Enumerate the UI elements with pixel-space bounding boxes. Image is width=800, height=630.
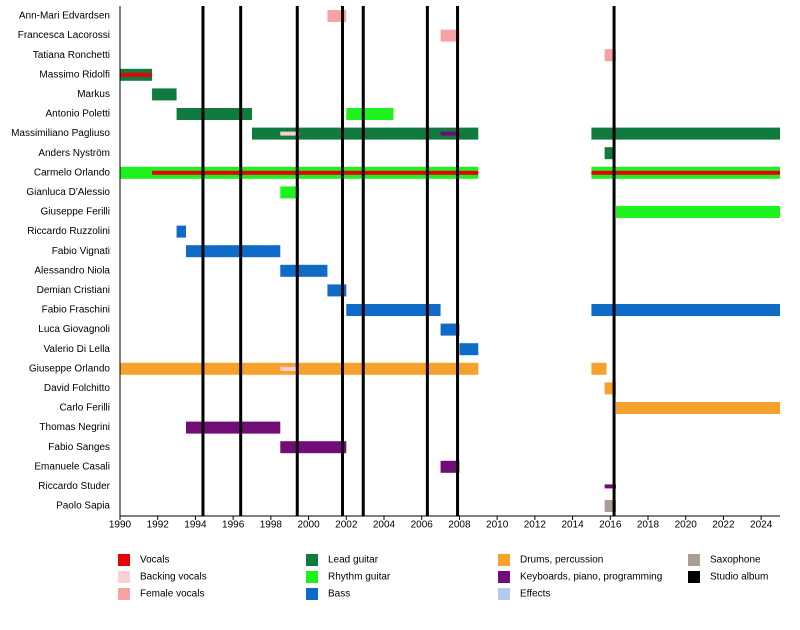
x-tick-label: 2006	[411, 520, 434, 531]
x-tick-label: 1996	[222, 520, 245, 531]
member-label: Carlo Ferilli	[59, 403, 110, 414]
period-bar	[440, 29, 460, 42]
x-tick-label: 1992	[147, 520, 170, 531]
period-bar	[615, 402, 780, 414]
legend-swatch	[688, 554, 700, 566]
member-label: Massimo Ridolfi	[39, 69, 110, 80]
x-tick-label: 2004	[373, 520, 396, 531]
legend-label: Lead guitar	[328, 555, 379, 566]
x-tick-label: 2000	[297, 520, 320, 531]
member-label: Gianluca D'Alessio	[26, 187, 110, 198]
x-tick-label: 2020	[675, 520, 698, 531]
period-bar	[591, 362, 607, 375]
legend-swatch	[688, 571, 700, 583]
member-label: Tatiana Ronchetti	[33, 50, 110, 61]
period-bar	[152, 88, 177, 101]
legend-label: Studio album	[710, 572, 768, 583]
member-label: Thomas Negrini	[39, 422, 110, 433]
member-label: Valerio Di Lella	[43, 344, 110, 355]
x-tick-label: 2008	[448, 520, 471, 531]
legend-swatch	[498, 588, 510, 600]
period-bar	[604, 49, 616, 62]
legend-swatch	[306, 571, 318, 583]
member-label: Massimiliano Pagliuso	[11, 128, 110, 139]
member-label: Fabio Sanges	[48, 442, 110, 453]
period-bar	[280, 264, 328, 277]
member-label: Carmelo Orlando	[34, 167, 111, 178]
x-tick-label: 2024	[750, 520, 773, 531]
legend-label: Drums, percussion	[520, 555, 603, 566]
x-tick-label: 2016	[599, 520, 622, 531]
x-tick-label: 1994	[184, 520, 207, 531]
x-tick-label: 2010	[486, 520, 509, 531]
period-bar	[252, 127, 479, 140]
period-bar	[591, 127, 780, 140]
period-bar	[615, 206, 780, 218]
member-label: David Folchitto	[44, 383, 111, 394]
member-label: Giuseppe Ferilli	[41, 207, 110, 218]
overlay-stripe	[604, 484, 616, 489]
x-tick-label: 1998	[260, 520, 283, 531]
period-bar	[440, 460, 460, 473]
legend-swatch	[306, 588, 318, 600]
member-label: Alessandro Niola	[34, 265, 110, 276]
legend-label: Female vocals	[140, 589, 204, 600]
period-bar	[604, 382, 616, 395]
overlay-stripe	[280, 366, 300, 371]
period-bar	[346, 304, 441, 316]
overlay-stripe	[440, 131, 460, 136]
member-label: Fabio Vignati	[52, 246, 110, 257]
x-tick-label: 2022	[712, 520, 735, 531]
legend-label: Effects	[520, 589, 550, 600]
x-tick-label: 2014	[561, 520, 584, 531]
legend-swatch	[498, 554, 510, 566]
legend-label: Backing vocals	[140, 572, 207, 583]
member-label: Luca Giovagnoli	[38, 324, 110, 335]
member-label: Francesca Lacorossi	[18, 30, 110, 41]
x-tick-label: 1990	[109, 520, 132, 531]
period-bar	[440, 323, 460, 336]
overlay-stripe	[280, 131, 300, 136]
legend-swatch	[118, 571, 130, 583]
legend-label: Vocals	[140, 555, 169, 566]
legend-label: Saxophone	[710, 555, 761, 566]
member-label: Demian Cristiani	[37, 285, 110, 296]
period-bar	[280, 186, 300, 199]
member-label: Riccardo Studer	[38, 481, 110, 492]
legend-swatch	[118, 588, 130, 600]
overlay-stripe	[120, 72, 153, 77]
period-bar	[176, 225, 186, 238]
member-label: Markus	[77, 89, 110, 100]
legend-label: Rhythm guitar	[328, 572, 391, 583]
overlay-stripe	[591, 170, 780, 175]
legend-label: Bass	[328, 589, 350, 600]
member-label: Paolo Sapia	[56, 501, 110, 512]
x-tick-label: 2012	[524, 520, 547, 531]
legend-swatch	[498, 571, 510, 583]
member-label: Ann-Mari Edvardsen	[19, 11, 110, 22]
period-bar	[604, 500, 616, 512]
period-bar	[459, 343, 479, 356]
period-bar	[604, 147, 615, 160]
period-bar	[280, 441, 347, 454]
period-bar	[591, 304, 780, 316]
member-label: Riccardo Ruzzolini	[27, 226, 110, 237]
member-label: Emanuele Casali	[34, 461, 110, 472]
period-bar	[186, 245, 281, 258]
legend-swatch	[306, 554, 318, 566]
legend-label: Keyboards, piano, programming	[520, 572, 662, 583]
member-label: Antonio Poletti	[46, 109, 111, 120]
period-bar	[176, 108, 252, 120]
x-tick-label: 2002	[335, 520, 358, 531]
member-label: Anders Nyström	[38, 148, 110, 159]
legend-swatch	[118, 554, 130, 566]
member-label: Giuseppe Orlando	[29, 363, 111, 374]
period-bar	[186, 421, 281, 434]
x-tick-label: 2018	[637, 520, 660, 531]
member-label: Fabio Fraschini	[42, 305, 110, 316]
period-bar	[346, 108, 394, 120]
overlay-stripe	[152, 170, 479, 175]
